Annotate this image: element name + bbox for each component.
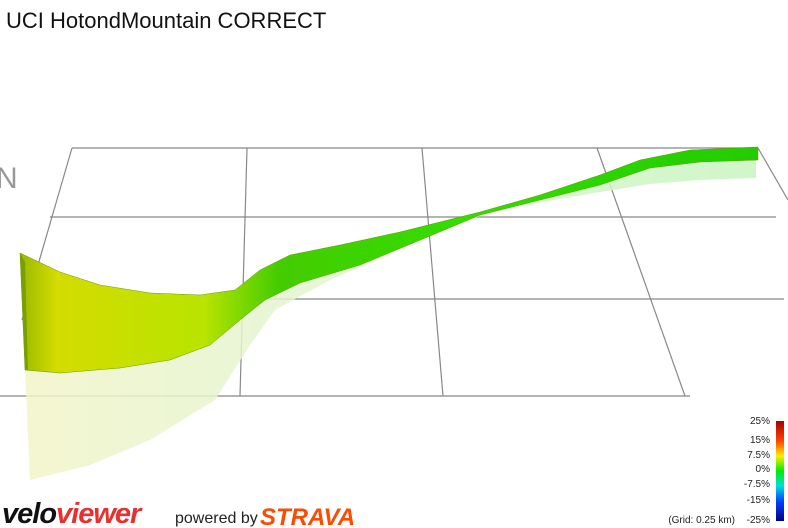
legend-label: 15% (750, 435, 770, 446)
legend-label: 0% (756, 464, 771, 475)
gradient-scale (776, 421, 784, 521)
legend-label: 25% (750, 416, 770, 427)
legend-label: -7.5% (744, 479, 770, 490)
title: UCI HotondMountain CORRECT (6, 8, 326, 33)
brand-part1: velo (2, 498, 56, 528)
legend-label: -25% (747, 515, 770, 526)
brand-part2: viewer (56, 498, 143, 528)
grid-note: (Grid: 0.25 km) (668, 515, 735, 526)
ribbon-end (20, 253, 28, 370)
strava-logo[interactable]: STRAVA (260, 504, 355, 528)
powered-by: powered by (175, 510, 258, 527)
ribbon-shadow (25, 160, 756, 480)
brand-logo[interactable]: veloviewer (2, 498, 144, 528)
legend: 25% 15% 7.5% 0% -7.5% -15% -25% (744, 416, 770, 526)
elevation-ribbon (19, 146, 759, 374)
compass: N (0, 162, 18, 195)
legend-label: -15% (747, 495, 770, 506)
legend-label: 7.5% (747, 450, 770, 461)
